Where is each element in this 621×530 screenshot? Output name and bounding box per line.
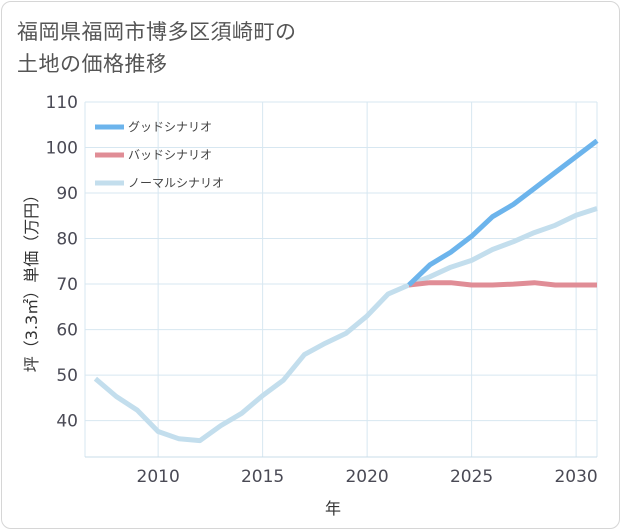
x-tick-labels: 2010 2015 2020 2025 2030 <box>137 467 598 487</box>
x-tick-label: 2020 <box>345 467 388 487</box>
y-tick-label: 60 <box>56 321 78 341</box>
title-line-2: 土地の価格推移 <box>17 52 168 76</box>
x-tick-label: 2025 <box>450 467 493 487</box>
x-axis-label: 年 <box>325 499 341 518</box>
x-tick-label: 2015 <box>241 467 284 487</box>
y-tick-label: 100 <box>46 139 78 159</box>
x-tick-label: 2010 <box>137 467 180 487</box>
y-tick-labels: 40 50 60 70 80 90 100 110 <box>46 93 78 432</box>
y-tick-label: 90 <box>56 184 78 204</box>
y-tick-label: 80 <box>56 230 78 250</box>
y-axis-label: 坪（3.3㎡）単価（万円） <box>22 187 41 372</box>
x-tick-label: 2030 <box>554 467 597 487</box>
y-tick-label: 70 <box>56 275 78 295</box>
grid-lines <box>84 101 598 458</box>
chart-title: 福岡県福岡市博多区須崎町の 土地の価格推移 <box>17 16 297 80</box>
y-tick-label: 110 <box>46 93 78 113</box>
y-tick-label: 40 <box>56 412 78 432</box>
legend-label: ノーマルシナリオ <box>128 176 224 190</box>
legend-label: グッドシナリオ <box>128 120 212 134</box>
series-line-good <box>407 138 599 287</box>
legend-label: バッドシナリオ <box>128 148 212 162</box>
y-tick-label: 50 <box>56 366 78 386</box>
series-lines <box>93 138 599 444</box>
series-line-normal <box>93 206 598 444</box>
title-line-1: 福岡県福岡市博多区須崎町の <box>17 20 297 44</box>
series-line-bad <box>408 280 597 288</box>
